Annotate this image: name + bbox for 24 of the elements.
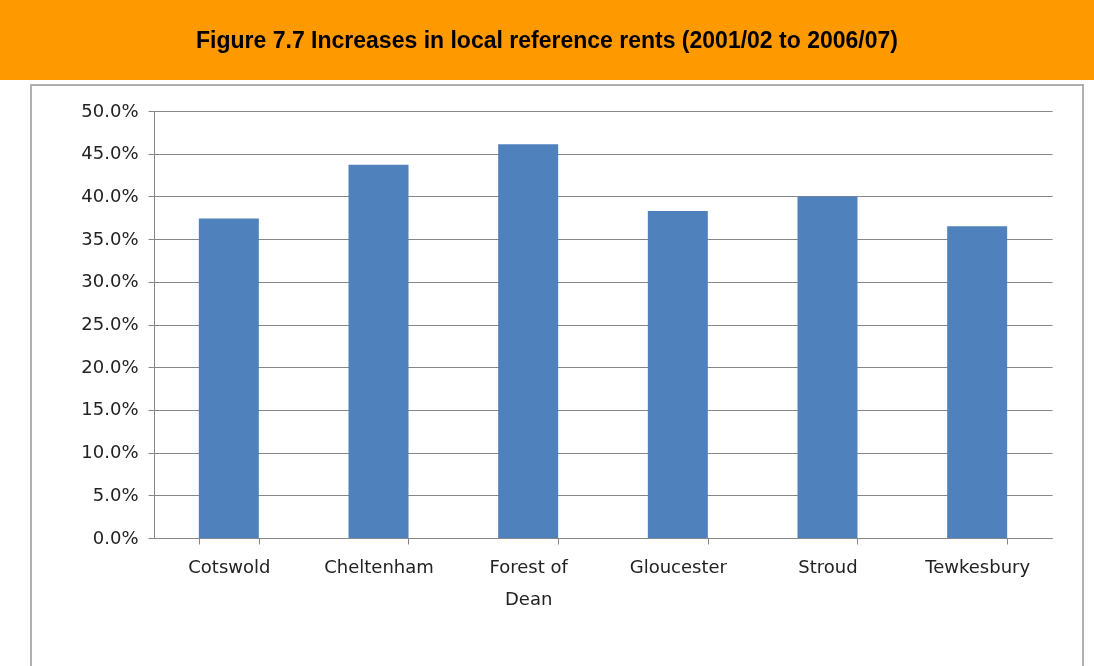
y-tick-label: 30.0% bbox=[81, 270, 139, 292]
chart-title: Figure 7.7 Increases in local reference rents (2001/02 to 2006/07) bbox=[0, 0, 1094, 80]
y-tick-label: 45.0% bbox=[81, 142, 139, 164]
x-tick-label: Gloucester bbox=[629, 555, 728, 577]
y-tick-label: 0.0% bbox=[92, 526, 139, 548]
bar bbox=[947, 226, 1008, 538]
x-tick-label: Cheltenham bbox=[324, 555, 434, 577]
y-tick-label: 50.0% bbox=[81, 99, 139, 121]
bar bbox=[198, 218, 259, 538]
y-tick-label: 40.0% bbox=[81, 184, 139, 206]
y-tick-label: 20.0% bbox=[81, 355, 139, 377]
bar bbox=[797, 196, 858, 538]
y-tick-label: 10.0% bbox=[81, 441, 139, 463]
y-tick-label: 15.0% bbox=[81, 398, 139, 420]
bar bbox=[647, 210, 708, 538]
x-tick-label: Cotswold bbox=[188, 555, 271, 577]
y-tick-label: 35.0% bbox=[81, 227, 139, 249]
x-tick-label: Forest of Dean bbox=[489, 555, 569, 609]
bar bbox=[498, 144, 559, 538]
y-tick-label: 25.0% bbox=[81, 313, 139, 334]
x-tick-label: Tewkesbury bbox=[924, 555, 1031, 577]
x-tick-label: Stroud bbox=[798, 555, 858, 577]
bar bbox=[348, 164, 409, 538]
y-tick-label: 5.0% bbox=[92, 483, 139, 505]
